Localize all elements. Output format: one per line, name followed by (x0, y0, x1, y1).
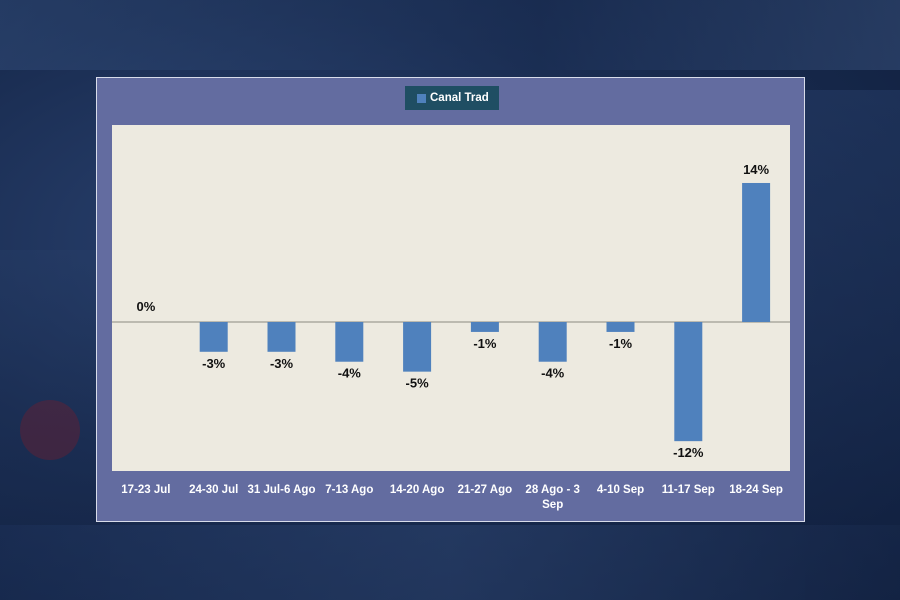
data-label-5: -1% (473, 336, 497, 351)
category-label-4: 14-20 Ago (390, 484, 445, 496)
background-photo-top (0, 0, 900, 70)
category-label-5: 21-27 Ago (458, 484, 513, 496)
data-label-3: -4% (338, 366, 362, 381)
data-label-9: 14% (743, 162, 769, 177)
data-label-2: -3% (270, 356, 294, 371)
background-photo-bottom (0, 525, 900, 600)
data-label-6: -4% (541, 366, 565, 381)
category-label-0: 17-23 Jul (121, 484, 170, 496)
bar-9 (742, 182, 771, 322)
data-label-0: 0% (137, 299, 156, 314)
data-label-1: -3% (202, 356, 226, 371)
bar-1 (199, 322, 228, 352)
background-photo-accent (20, 400, 80, 460)
data-label-7: -1% (609, 336, 633, 351)
data-labels-group: 0% -3% -3% -4% -5% -1% -4% -1% -12% 14% (137, 162, 770, 460)
bar-7 (606, 322, 635, 332)
background-photo-left (0, 250, 110, 600)
category-label-8: 11-17 Sep (662, 484, 715, 496)
category-label-6-line-1: Sep (542, 499, 563, 511)
legend-swatch-canal-trad (417, 93, 426, 103)
category-label-6-line-0: 28 Ago - 3 (525, 484, 580, 496)
bar-6 (538, 322, 567, 362)
legend-label-canal-trad: Canal Trad (430, 92, 489, 104)
category-labels-group: 17-23 Jul 24-30 Jul 31 Jul-6 Ago 7-13 Ago 14… (121, 484, 783, 511)
bar-5 (470, 322, 499, 332)
bar-2 (267, 322, 296, 352)
bar-8 (674, 322, 703, 442)
category-label-9: 18-24 Sep (729, 484, 783, 496)
data-label-4: -5% (406, 376, 430, 391)
category-label-1: 24-30 Jul (189, 484, 238, 496)
category-label-2: 31 Jul-6 Ago (248, 484, 316, 496)
background-photo-right (805, 90, 900, 600)
bar-3 (335, 322, 364, 362)
bars-group (199, 182, 771, 442)
legend: Canal Trad (405, 86, 499, 110)
data-label-8: -12% (673, 445, 704, 460)
bar-4 (403, 322, 432, 372)
category-label-3: 7-13 Ago (325, 484, 373, 496)
category-label-7: 4-10 Sep (597, 484, 644, 496)
